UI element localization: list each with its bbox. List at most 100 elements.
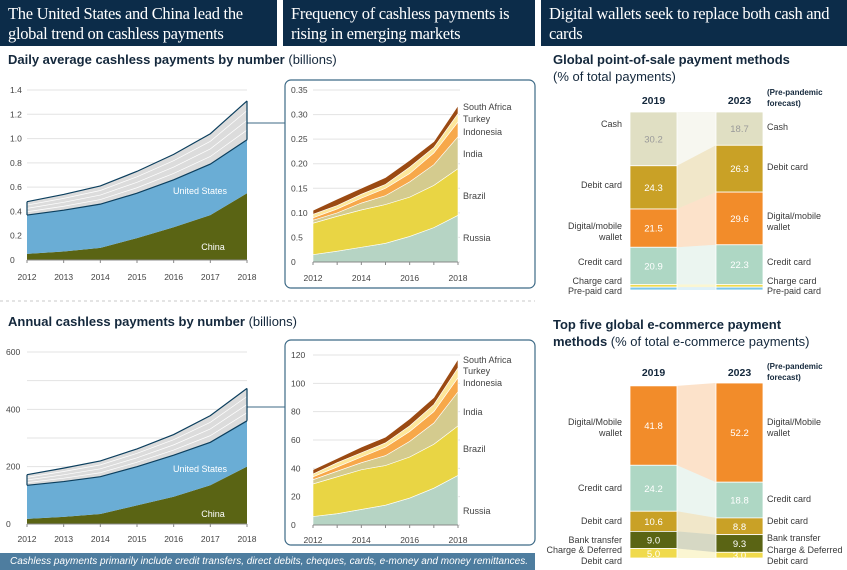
us-outline: [26, 420, 248, 486]
series-label: China: [201, 509, 225, 519]
other-countries-line: [26, 129, 248, 213]
y-tick-label: 0.15: [291, 183, 308, 193]
series-label: Indonesia: [463, 127, 502, 137]
year-label: 2019: [642, 95, 666, 107]
x-tick-label: 2012: [304, 535, 323, 545]
bar-segment: [715, 286, 764, 291]
note-line: (Pre-pandemic: [767, 362, 823, 371]
y-tick-label: 0: [291, 520, 296, 530]
category-label-part: wallet: [766, 222, 791, 232]
flow-connector: [677, 465, 716, 518]
x-tick-label: 2015: [128, 534, 147, 544]
bar-segment: [715, 551, 764, 559]
value-label: 41.8: [644, 421, 663, 432]
pos-chart-title: Global point-of-sale payment methods: [553, 52, 790, 67]
y-tick-label: 1.0: [10, 134, 22, 144]
value-label: 18.7: [730, 124, 749, 135]
y-tick-label: 40: [291, 463, 301, 473]
category-label-part: wallet: [598, 428, 623, 438]
value-label: 52.2: [730, 428, 749, 439]
annual-title-bold: Annual cashless payments by number: [8, 314, 245, 329]
annual-title-unit: (billions): [244, 314, 297, 329]
x-tick-label: 2016: [400, 273, 419, 283]
x-tick-label: 2014: [91, 272, 110, 282]
y-tick-label: 0: [10, 255, 15, 265]
series-label: India: [463, 407, 483, 417]
y-tick-label: 80: [291, 407, 301, 417]
series-label: India: [463, 149, 483, 159]
x-tick-label: 2016: [164, 272, 183, 282]
y-tick-label: 0.4: [10, 206, 22, 216]
y-tick-label: 0.6: [10, 182, 22, 192]
value-label: 20.9: [644, 261, 663, 272]
category-label: Charge & Deferred: [767, 545, 843, 555]
pos-chart-subtitle: (% of total payments): [553, 69, 676, 84]
area-china: [27, 193, 247, 260]
y-tick-label: 1.4: [10, 85, 22, 95]
footnote-bar: Cashless payments primarily include cred…: [0, 553, 535, 570]
x-tick-label: 2014: [352, 535, 371, 545]
bar-segment: [629, 464, 678, 512]
area-south-africa: [312, 358, 459, 475]
flow-connector: [677, 192, 716, 248]
series-label: Brazil: [463, 191, 486, 201]
category-label: Digital/mobile wallet: [766, 211, 821, 232]
flow-connector: [677, 531, 716, 553]
series-label: Russia: [463, 233, 491, 243]
y-tick-label: 0.2: [10, 231, 22, 241]
other-countries-line: [26, 120, 248, 209]
category-label: Debit card: [581, 516, 622, 526]
year-label: 2019: [642, 367, 666, 379]
category-label: Digital/Mobile wallet: [766, 417, 821, 438]
x-tick-label: 2013: [54, 534, 73, 544]
category-label: Credit card: [578, 257, 622, 267]
x-tick-label: 2016: [400, 535, 419, 545]
x-tick-label: 2014: [91, 534, 110, 544]
flow-connector: [677, 383, 716, 483]
ecom-chart-title: Top five global e-commerce payment: [553, 317, 781, 332]
x-tick-label: 2013: [54, 272, 73, 282]
other-countries-line: [26, 396, 248, 478]
flow-connector: [677, 145, 716, 210]
y-tick-label: 0.10: [291, 208, 308, 218]
x-tick-label: 2012: [18, 534, 37, 544]
value-label: 18.8: [730, 496, 749, 507]
other-countries-line: [26, 110, 248, 206]
category-label: Cash: [767, 122, 788, 132]
category-label: Pre-paid card: [767, 286, 821, 296]
category-label-part: Digital/Mobile: [568, 417, 622, 427]
flow-connector: [677, 244, 716, 285]
category-label-part: Digital/mobile: [568, 221, 622, 231]
flow-connector: [677, 284, 716, 288]
x-tick-label: 2017: [201, 272, 220, 282]
value-label: 9.3: [733, 539, 746, 550]
x-tick-label: 2018: [449, 273, 468, 283]
note-line: forecast): [767, 99, 801, 108]
forecast-note: (Pre-pandemic forecast): [767, 362, 823, 382]
category-label-part: Digital/Mobile: [767, 417, 821, 427]
category-label: Pre-paid card: [568, 286, 622, 296]
x-tick-label: 2014: [352, 273, 371, 283]
bar-segment: [629, 385, 678, 466]
bar-segment: [715, 284, 764, 288]
bar-segment: [629, 208, 678, 248]
area-united-states: [27, 420, 247, 519]
y-tick-label: 60: [291, 435, 301, 445]
value-label: 21.5: [644, 224, 663, 235]
us-outline: [26, 139, 248, 216]
bar-segment: [629, 286, 678, 291]
x-tick-label: 2018: [449, 535, 468, 545]
series-label: Brazil: [463, 444, 486, 454]
category-label: Credit card: [767, 494, 811, 504]
series-label: Russia: [463, 506, 491, 516]
category-label: Digital/mobile wallet: [568, 221, 623, 242]
flow-connector: [677, 112, 716, 166]
category-label: Debit card: [767, 556, 808, 566]
value-label: 5.0: [647, 549, 660, 560]
area-other-countries: [27, 100, 247, 216]
daily-title-bold: Daily average cashless payments by numbe…: [8, 52, 285, 67]
year-label: 2023: [728, 95, 752, 107]
y-tick-label: 200: [6, 462, 20, 472]
forecast-note: (Pre-pandemic forecast): [767, 88, 823, 108]
